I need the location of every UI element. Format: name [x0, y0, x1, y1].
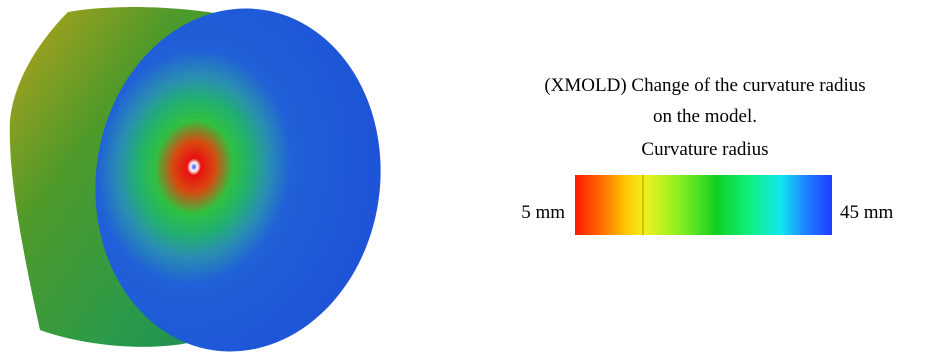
legend-title: Curvature radius [641, 139, 768, 160]
color-scale [575, 175, 832, 235]
page: {"caption": {"lines": ["(XMOLD) Change o… [0, 0, 949, 354]
caption-line: (XMOLD) Change of the curvature radius [544, 75, 865, 96]
page-body: (XMOLD) Change of the curvature radius o… [0, 0, 949, 354]
legend-max-label: 45 mm [840, 202, 894, 223]
caption-line: on the model. [653, 106, 757, 127]
legend-min-label: 5 mm [521, 202, 565, 223]
figure: (XMOLD) Change of the curvature radius o… [0, 0, 949, 354]
